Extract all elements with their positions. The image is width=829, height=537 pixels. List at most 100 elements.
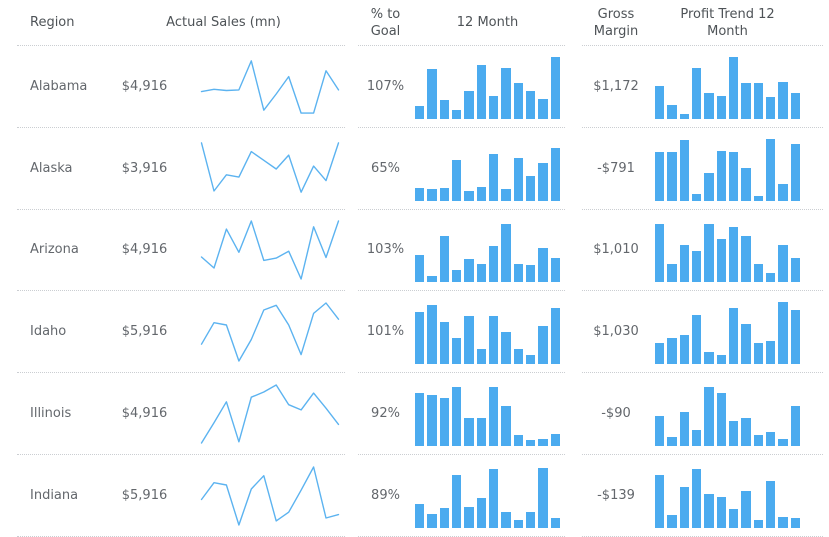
bar: [728, 308, 739, 365]
bar: [765, 138, 776, 201]
bar: [728, 56, 739, 119]
table-row: Idaho $5,916 101% $1,030: [17, 291, 829, 374]
pct-to-goal-value: 92%: [371, 406, 400, 422]
pct-to-goal-value: 101%: [366, 324, 405, 340]
sales-trend-sparkline: [200, 383, 340, 445]
pct-to-goal-value: 103%: [366, 242, 405, 258]
bar: [704, 172, 714, 201]
sparkline-path: [200, 59, 340, 114]
header-region: Region: [30, 15, 75, 31]
bar: [667, 338, 677, 365]
header-gross-margin: Gross Margin: [593, 6, 639, 39]
bar: [525, 175, 536, 201]
bar: [765, 97, 776, 119]
bar: [501, 331, 511, 365]
bar: [741, 168, 751, 201]
bar: [550, 433, 560, 446]
table-body: Alabama $4,916 107% $1,172 Alaska $3,916…: [17, 46, 829, 537]
sales-trend-sparkline: [200, 465, 340, 527]
bar: [790, 143, 800, 201]
bar: [464, 258, 474, 283]
pct-to-goal-value: 89%: [371, 487, 400, 503]
bar: [679, 335, 689, 365]
bar: [488, 315, 499, 365]
sales-trend-sparkline: [200, 301, 340, 363]
header-profit-trend-label: Profit Trend 12 Month: [680, 6, 775, 39]
twelve-month-bar-chart: [415, 139, 560, 201]
header-actual-sales: Actual Sales (mn): [166, 15, 281, 31]
bar: [691, 468, 702, 528]
bar: [716, 393, 726, 446]
bar: [728, 509, 739, 528]
bar: [753, 83, 763, 119]
bar: [538, 98, 548, 119]
bar: [778, 183, 788, 201]
bar: [704, 387, 714, 446]
bar: [753, 342, 763, 365]
bar: [488, 387, 499, 446]
bar: [753, 520, 763, 528]
bar: [501, 405, 511, 446]
bar: [439, 322, 449, 365]
gross-margin-value: -$90: [601, 406, 631, 422]
bar: [667, 515, 677, 528]
bar: [790, 257, 800, 283]
bar: [765, 341, 776, 365]
bar: [427, 395, 437, 446]
bar: [753, 434, 763, 446]
bar: [765, 432, 776, 446]
bar: [415, 105, 425, 119]
bar: [667, 436, 677, 446]
bar: [501, 189, 511, 201]
bar: [691, 194, 702, 201]
table-row: Illinois $4,916 92% -$90: [17, 373, 829, 455]
bar: [753, 195, 763, 201]
bar: [716, 95, 726, 119]
table-row: Indiana $5,916 89% -$139: [17, 455, 829, 537]
bar: [790, 405, 800, 446]
bar: [667, 263, 677, 283]
bar: [476, 498, 486, 528]
bar: [525, 354, 536, 365]
gross-margin-value: $1,172: [593, 78, 639, 94]
bar: [716, 354, 726, 365]
twelve-month-bar-chart: [415, 220, 560, 283]
bar: [778, 302, 788, 365]
region-label: Illinois: [30, 406, 72, 422]
bar: [679, 140, 689, 201]
bar: [464, 90, 474, 119]
bar: [451, 338, 462, 365]
bar: [790, 309, 800, 365]
bar: [427, 69, 437, 119]
table-header-row: Region Actual Sales (mn) % to Goal 12 Mo…: [17, 0, 829, 46]
bar: [488, 468, 499, 528]
actual-sales-value: $5,916: [121, 324, 168, 340]
bar: [513, 263, 523, 283]
twelve-month-bar-chart: [415, 384, 560, 446]
bar: [550, 308, 560, 365]
bar: [728, 226, 739, 283]
bar: [427, 189, 437, 201]
bar: [655, 85, 665, 119]
bar: [476, 263, 486, 283]
twelve-month-bar-chart: [415, 302, 560, 365]
bar: [513, 434, 523, 446]
gross-margin-value: -$791: [597, 160, 635, 176]
bar: [451, 110, 462, 119]
bar: [728, 421, 739, 446]
bar: [655, 416, 665, 446]
bar: [538, 325, 548, 365]
bar: [476, 418, 486, 446]
gross-margin-value: $1,010: [593, 242, 639, 258]
bar: [753, 263, 763, 283]
bar: [679, 411, 689, 446]
bar: [778, 82, 788, 119]
twelve-month-bar-chart: [415, 56, 560, 119]
header-12-month: 12 Month: [456, 15, 519, 31]
bar: [765, 273, 776, 283]
bar: [704, 351, 714, 365]
bar: [790, 518, 800, 528]
bar: [538, 163, 548, 201]
header-profit-trend: Profit Trend 12 Month: [655, 7, 800, 41]
bar: [501, 67, 511, 119]
